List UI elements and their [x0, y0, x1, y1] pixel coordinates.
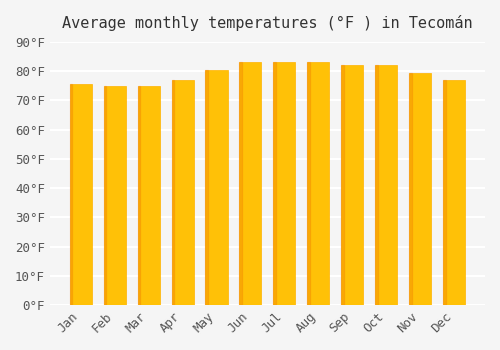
Bar [104, 86, 126, 305]
Bar [138, 86, 140, 305]
Bar [342, 65, 363, 305]
Bar [70, 84, 72, 305]
Bar [443, 80, 446, 305]
Bar [104, 86, 106, 305]
Bar [206, 70, 208, 305]
Bar [206, 70, 228, 305]
Bar [409, 72, 412, 305]
Bar [274, 62, 295, 305]
Bar [240, 62, 262, 305]
Bar [138, 86, 160, 305]
Bar [308, 62, 310, 305]
Bar [172, 80, 174, 305]
Bar [409, 72, 432, 305]
Bar [375, 65, 398, 305]
Bar [274, 62, 276, 305]
Bar [342, 65, 344, 305]
Bar [375, 65, 378, 305]
Bar [240, 62, 242, 305]
Bar [308, 62, 330, 305]
Bar [70, 84, 92, 305]
Title: Average monthly temperatures (°F ) in Tecomán: Average monthly temperatures (°F ) in Te… [62, 15, 472, 31]
Bar [172, 80, 194, 305]
Bar [443, 80, 465, 305]
